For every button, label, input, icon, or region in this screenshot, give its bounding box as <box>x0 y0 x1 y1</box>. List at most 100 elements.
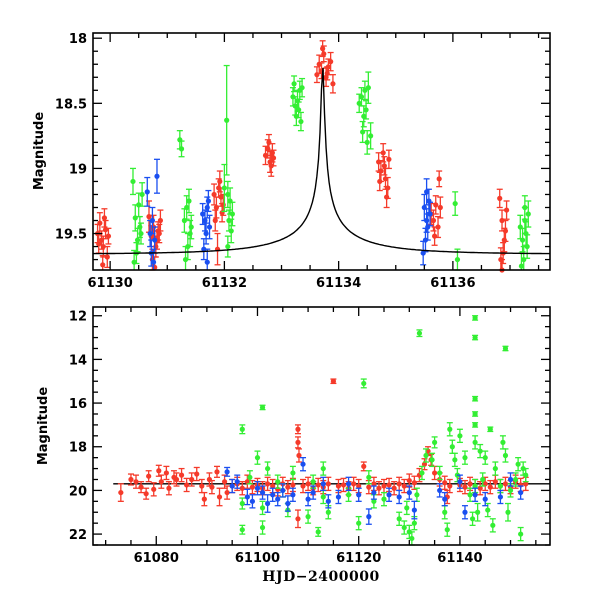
data-marker <box>401 483 407 489</box>
data-marker <box>477 448 483 454</box>
bottom-point-green <box>472 334 479 341</box>
bottom-point-green <box>315 526 322 537</box>
data-marker <box>138 484 144 490</box>
bottom-point-red <box>350 476 357 492</box>
data-marker <box>335 494 342 500</box>
data-marker <box>239 527 245 533</box>
data-marker <box>229 483 235 489</box>
data-marker <box>315 482 321 488</box>
bottom-point-green <box>264 461 271 476</box>
data-marker <box>310 479 316 485</box>
data-marker <box>424 189 430 195</box>
data-marker <box>401 524 407 531</box>
top-point-green <box>523 221 530 246</box>
bottom-point-red <box>294 424 301 435</box>
data-marker <box>265 465 271 472</box>
data-marker <box>163 470 169 476</box>
data-marker <box>295 516 301 522</box>
data-marker <box>361 463 367 469</box>
data-marker <box>365 85 371 91</box>
data-marker <box>295 426 301 432</box>
data-marker <box>507 487 514 494</box>
data-marker <box>133 479 139 485</box>
bottom-point-red <box>502 476 509 492</box>
bottom-point-green <box>423 448 430 463</box>
top-point-blue <box>153 158 160 194</box>
bottom-point-green <box>467 487 474 502</box>
bottom-point-red <box>145 470 152 483</box>
data-marker <box>424 217 430 224</box>
bottom-point-green <box>461 450 468 465</box>
bottom-point-red <box>158 474 165 489</box>
data-marker <box>275 496 281 502</box>
bottom-point-red <box>294 509 301 529</box>
data-marker <box>381 496 387 502</box>
data-marker <box>467 492 473 498</box>
bottom-point-green <box>451 452 458 468</box>
bottom-point-red <box>117 483 124 502</box>
data-marker <box>436 176 442 182</box>
top-point-red <box>157 209 164 232</box>
data-marker <box>442 509 448 515</box>
data-marker <box>384 194 390 200</box>
bottom-point-green <box>360 378 367 389</box>
top-point-red <box>327 51 334 72</box>
data-marker <box>290 492 296 498</box>
top-point-red <box>496 188 503 209</box>
data-marker <box>472 439 478 445</box>
top-y-axis-label: Magnitude <box>32 112 47 191</box>
bottom-point-red <box>294 436 301 449</box>
data-marker <box>184 482 190 488</box>
data-marker <box>152 237 158 243</box>
bottom-point-green <box>515 457 522 472</box>
bottom-point-red <box>401 478 408 494</box>
data-marker <box>186 198 192 204</box>
bottom-point-blue <box>396 489 403 505</box>
bottom-point-green <box>441 505 448 520</box>
data-marker <box>356 100 362 106</box>
bottom-point-green <box>355 515 362 531</box>
data-marker <box>522 204 528 211</box>
top-point-green <box>137 222 144 245</box>
data-marker <box>523 472 529 478</box>
data-marker <box>518 531 524 537</box>
data-marker <box>462 484 468 490</box>
data-marker <box>229 211 235 217</box>
data-marker <box>320 494 326 500</box>
bottom-point-green <box>456 428 463 444</box>
data-marker <box>411 480 417 486</box>
data-marker <box>487 484 493 490</box>
data-marker <box>204 204 210 211</box>
bottom-point-green <box>472 435 479 450</box>
data-marker <box>472 492 478 498</box>
data-marker <box>523 481 529 487</box>
data-marker <box>203 230 209 237</box>
top-point-blue <box>200 238 207 261</box>
data-marker <box>366 474 372 480</box>
y-tick-label: 14 <box>69 353 87 368</box>
data-marker <box>239 485 245 491</box>
bottom-point-green <box>477 443 484 459</box>
top-point-red <box>502 219 509 243</box>
data-marker <box>290 470 296 476</box>
data-marker <box>361 113 367 119</box>
data-marker <box>244 494 250 500</box>
bottom-point-blue <box>269 487 276 502</box>
data-marker <box>518 263 525 269</box>
data-marker <box>216 494 223 500</box>
top-panel: 61130 61132 61134 61136 18 18.5 19 19.5 Magnitu… <box>32 32 551 291</box>
data-marker <box>144 189 150 195</box>
top-point-green <box>525 200 532 228</box>
bottom-point-blue <box>284 495 291 512</box>
data-marker <box>421 461 428 467</box>
data-marker <box>205 198 211 204</box>
data-marker <box>502 345 509 352</box>
data-marker <box>305 514 311 520</box>
data-marker <box>518 489 524 496</box>
data-marker <box>201 246 207 252</box>
data-marker <box>310 489 316 496</box>
data-marker <box>423 452 429 459</box>
data-marker <box>217 178 223 185</box>
top-point-green <box>185 188 192 214</box>
bottom-point-blue <box>411 500 418 520</box>
